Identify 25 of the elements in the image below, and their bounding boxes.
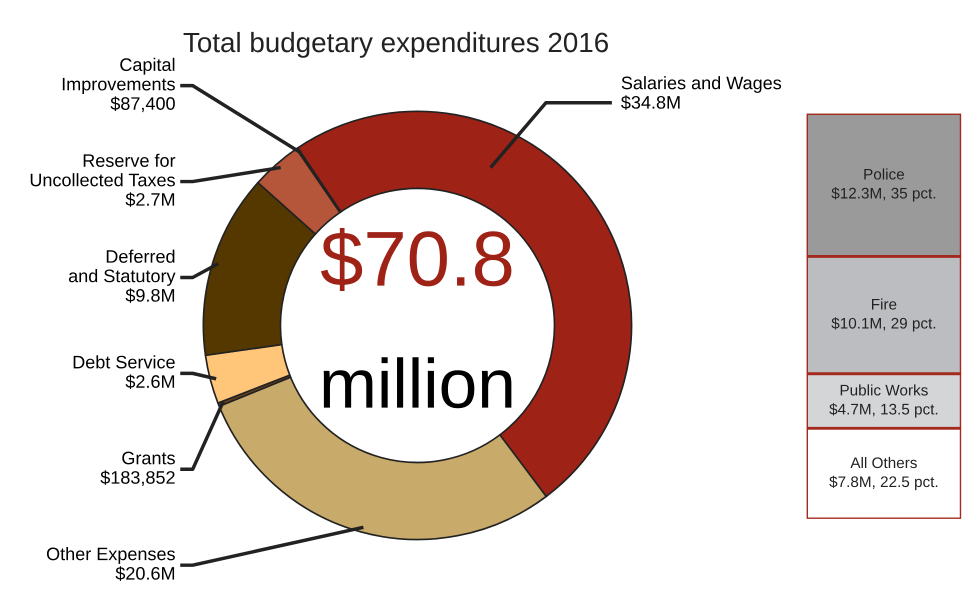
text: $70.8 bbox=[321, 228, 512, 291]
text: million bbox=[324, 357, 512, 408]
data-label: $20.6M bbox=[116, 566, 174, 581]
data-label: $87,400 bbox=[110, 96, 175, 112]
data-label: $7.8M, 22.5 pct. bbox=[829, 476, 938, 490]
data-label: $2.6M bbox=[126, 374, 174, 390]
slice-label: Capital Improvements bbox=[62, 58, 175, 94]
slice-label: Grants bbox=[122, 452, 175, 464]
series-label: All Others bbox=[850, 456, 917, 468]
slice-label: Deferred and Statutory bbox=[68, 250, 176, 286]
series-label: Public Works bbox=[840, 384, 928, 396]
series-label: Fire bbox=[872, 298, 896, 310]
data-label: $34.8M bbox=[621, 95, 680, 110]
data-label: $12.3M, 35 pct. bbox=[831, 187, 936, 202]
data-label: $9.8M bbox=[126, 288, 174, 303]
slice-label: Reserve for Uncollected Taxes bbox=[30, 154, 176, 186]
data-label: $10.1M, 29 pct. bbox=[831, 317, 936, 332]
slice-label: Debt Service bbox=[74, 355, 175, 368]
series-label: Police bbox=[864, 168, 904, 180]
data-label: $183,852 bbox=[100, 470, 175, 486]
slice-label: Salaries and Wages bbox=[622, 76, 782, 93]
data-label: $4.7M, 13.5 pct. bbox=[829, 403, 938, 418]
data-label: $2.7M bbox=[126, 192, 174, 207]
chart-title: Total budgetary expenditures 2016 bbox=[184, 32, 608, 58]
slice-label: Other Expenses bbox=[46, 547, 175, 564]
